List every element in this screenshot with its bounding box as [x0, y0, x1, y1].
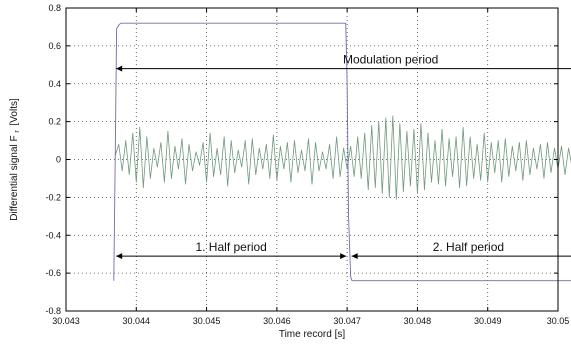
x-tick-label: 30.045 [193, 316, 221, 326]
y-axis-label-unit: [Volts] [9, 98, 20, 125]
y-tick-label: -0.8 [45, 306, 61, 316]
x-tick-label: 30.044 [123, 316, 151, 326]
x-tick-label: 30.047 [333, 316, 361, 326]
x-tick-label: 30.049 [474, 316, 502, 326]
y-tick-label: -0.6 [45, 268, 61, 278]
y-tick-label: 0.4 [48, 79, 61, 89]
annotations: Modulation period 1. Half period 2. Half p… [116, 53, 571, 260]
y-tick-label: 0 [56, 155, 61, 165]
annotation-second-half-period-label: 2. Half period [433, 240, 504, 254]
grid [66, 8, 558, 311]
annotation-first-half-period-label: 1. Half period [195, 240, 266, 254]
ticks: 30.043 30.044 30.045 30.046 30.047 30.048 30.0… [45, 3, 569, 326]
series-green-signal [114, 115, 571, 200]
plot-frame [65, 7, 559, 312]
x-tick-label: 30.046 [263, 316, 291, 326]
x-tick-label: 30.048 [404, 316, 432, 326]
y-axis-label: Differential signal F r [Volts] [9, 98, 22, 221]
y-axis-label-sub: r [14, 130, 21, 133]
annotation-modulation-period-label: Modulation period [343, 53, 438, 67]
y-tick-label: -0.4 [45, 230, 61, 240]
y-tick-label: 0.2 [48, 117, 61, 127]
y-axis-label-main: Differential signal F [9, 135, 20, 220]
series-layer [113, 22, 571, 282]
x-axis-label: Time record [s] [279, 329, 346, 340]
x-tick-label: 30.043 [52, 316, 80, 326]
y-tick-label: 0.6 [48, 41, 61, 51]
series-blue-square-wave [113, 22, 571, 282]
y-tick-label: -0.2 [45, 192, 61, 202]
y-tick-label: 0.8 [48, 3, 61, 13]
x-tick-label: 30.05 [547, 316, 570, 326]
